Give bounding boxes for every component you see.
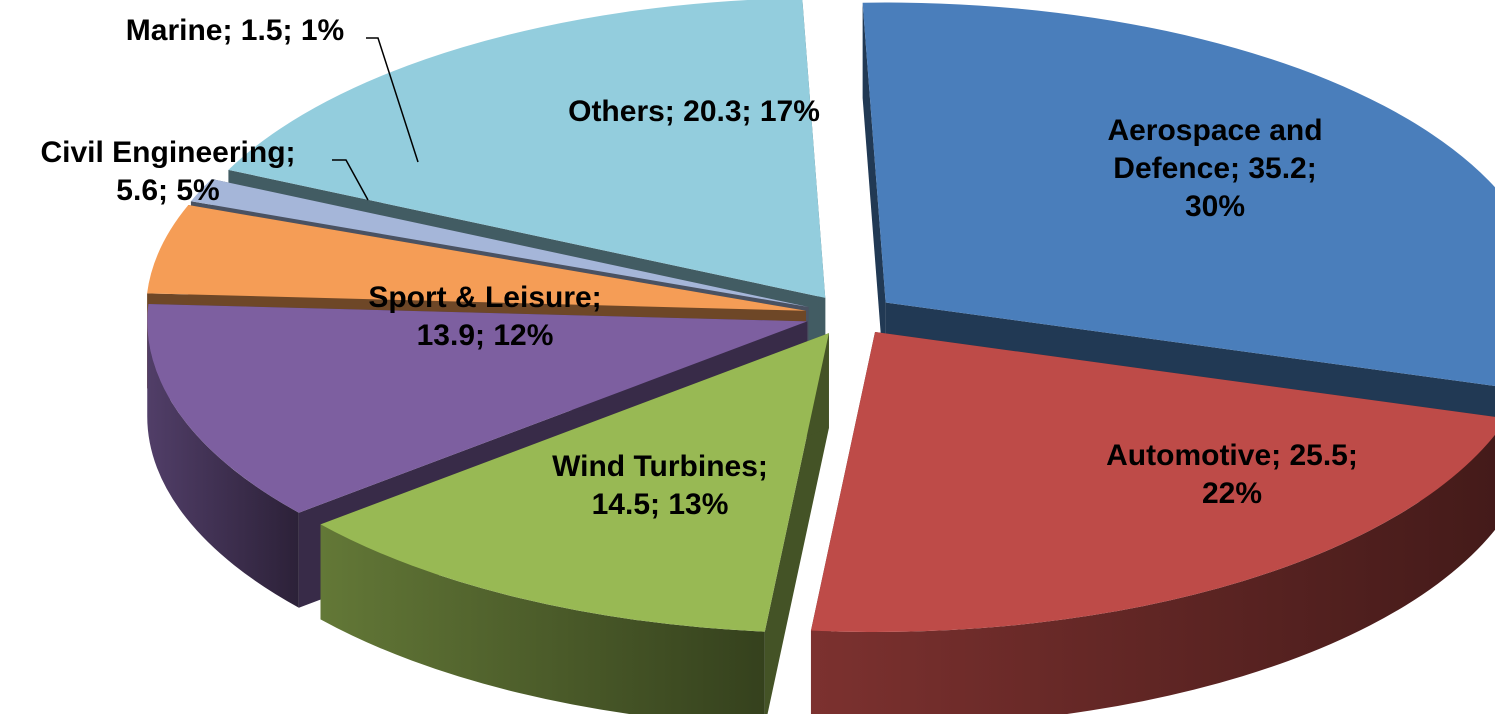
slice-label-line: 5.6; 5% — [116, 174, 219, 207]
slice-label: Others; 20.3; 17% — [568, 95, 820, 128]
slice-label: Wind Turbines; 14.5; 13% — [552, 450, 768, 521]
slice-label-line: Wind Turbines; — [552, 450, 768, 483]
slice-side-wall — [862, 2, 886, 398]
slice-label-line: Others; 20.3; 17% — [568, 95, 820, 128]
slices-layer — [147, 0, 1495, 714]
slice-top — [147, 303, 808, 513]
slice-label-line: Sport & Leisure; — [368, 281, 601, 314]
leader-line — [332, 159, 369, 201]
slice-label-line: Marine; 1.5; 1% — [126, 14, 344, 47]
pie-slice — [810, 331, 1495, 714]
slice-top — [810, 331, 1495, 632]
slice-label: Automotive; 25.5; 22% — [1106, 439, 1358, 510]
slice-label-line: 13.9; 12% — [417, 319, 554, 352]
slice-label-line: 22% — [1202, 477, 1262, 510]
slice-label: Civil Engineering; 5.6; 5% — [40, 136, 295, 207]
slice-label: Aerospace and Defence; 35.2; 30% — [1107, 114, 1322, 223]
leader-line — [366, 37, 419, 163]
slice-top — [190, 178, 809, 308]
slice-label-line: 14.5; 13% — [592, 488, 729, 521]
slice-label-line: Defence; 35.2; — [1113, 152, 1316, 185]
slice-top — [862, 2, 1495, 386]
leader-lines-layer — [332, 37, 419, 201]
slice-top — [228, 0, 826, 298]
slice-outer-wall — [810, 434, 1495, 714]
slice-top — [147, 205, 806, 311]
slice-label-line: Civil Engineering; — [40, 136, 295, 169]
pie-slice — [320, 333, 829, 714]
slice-outer-wall — [320, 524, 765, 714]
slice-label: Marine; 1.5; 1% — [126, 14, 344, 47]
slice-outer-wall — [147, 321, 299, 608]
slice-label-line: Automotive; 25.5; — [1106, 439, 1358, 472]
slice-label: Sport & Leisure; 13.9; 12% — [368, 281, 601, 352]
slice-label-line: 30% — [1185, 190, 1245, 223]
slice-label-line: Aerospace and — [1107, 114, 1322, 147]
slice-top — [320, 333, 829, 632]
labels-layer: Aerospace and Defence; 35.2; 30% Automotive… — [40, 14, 1357, 521]
